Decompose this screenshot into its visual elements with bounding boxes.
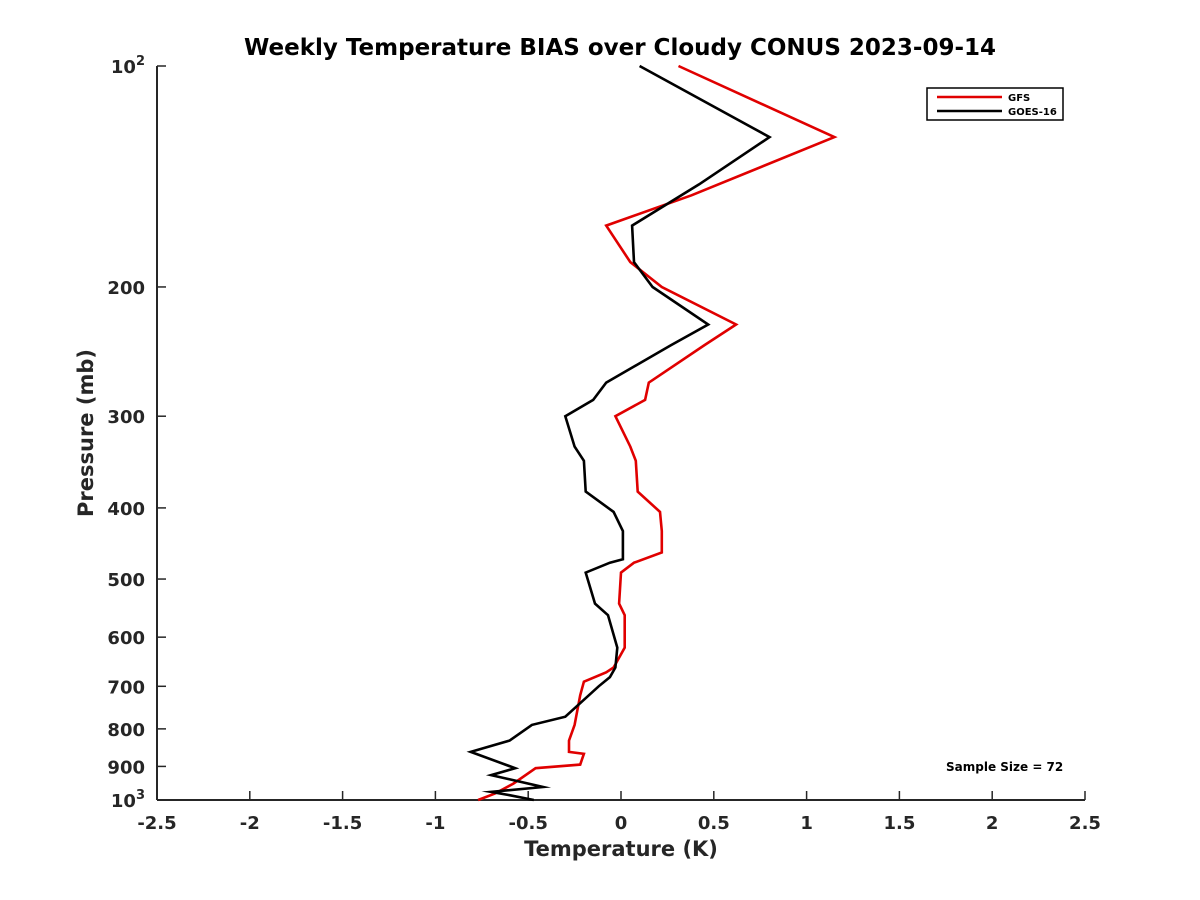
- x-tick-label: -0.5: [509, 813, 548, 834]
- y-tick-exponent: 2: [136, 54, 145, 69]
- x-tick-label: 2.5: [1069, 813, 1101, 834]
- y-tick-label: 900: [107, 757, 145, 778]
- x-tick-label: 2: [986, 813, 999, 834]
- legend-box: [926, 87, 1064, 121]
- series-line-goes-16: [466, 64, 773, 802]
- y-tick-label: 600: [107, 628, 145, 649]
- legend-entry-label: GFS: [1008, 93, 1030, 104]
- x-tick-label: -2: [240, 813, 260, 834]
- x-tick-label: 0.5: [698, 813, 730, 834]
- y-tick-label: 300: [107, 407, 145, 428]
- y-tick-label: 700: [107, 677, 145, 698]
- y-tick-exponent: 3: [136, 788, 145, 803]
- y-tick-label: 103: [111, 788, 145, 812]
- x-tick-label: -2.5: [137, 813, 176, 834]
- x-tick-label: 1.5: [883, 813, 915, 834]
- y-tick-base: 10: [111, 791, 136, 812]
- y-tick-label: 500: [107, 570, 145, 591]
- chart-title: Weekly Temperature BIAS over Cloudy CONU…: [244, 35, 996, 61]
- y-tick-label: 200: [107, 278, 145, 299]
- y-axis-label: Pressure (mb): [74, 349, 98, 517]
- series-layer: [466, 64, 838, 802]
- x-tick-label: 1: [800, 813, 813, 834]
- x-axis-ticks: -2.5 -2 -1.5 -1 -0.5 0 0.5 1 1.5 2 2.5: [137, 791, 1101, 834]
- y-tick-base: 10: [111, 57, 136, 78]
- x-axis-label: Temperature (K): [524, 837, 718, 861]
- x-tick-label: 0: [615, 813, 628, 834]
- x-tick-label: -1.5: [323, 813, 362, 834]
- series-line-gfs: [477, 64, 838, 802]
- legend: GFS GOES-16: [926, 87, 1064, 121]
- legend-entry-label: GOES-16: [1008, 107, 1057, 118]
- y-tick-label: 102: [111, 54, 145, 78]
- x-tick-label: -1: [425, 813, 445, 834]
- y-tick-label: 800: [107, 720, 145, 741]
- sample-size-annotation: Sample Size = 72: [946, 760, 1063, 774]
- y-tick-label: 400: [107, 499, 145, 520]
